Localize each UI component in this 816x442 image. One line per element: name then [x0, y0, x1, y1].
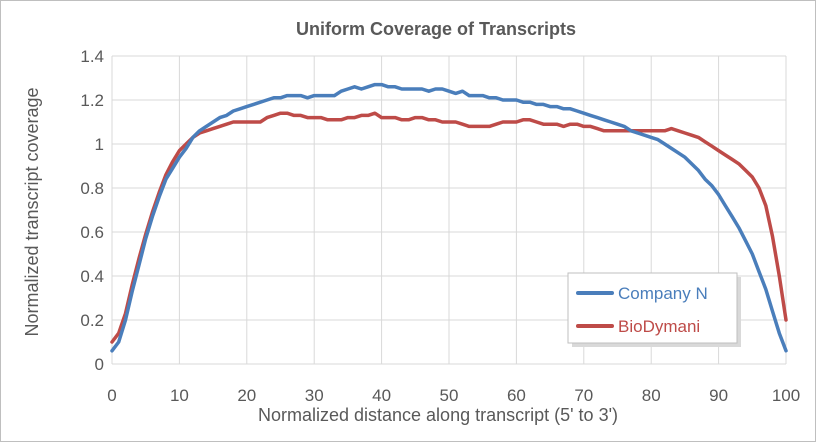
x-tick-label: 50 [440, 386, 459, 405]
x-axis-label: Normalized distance along transcript (5'… [258, 405, 618, 425]
y-axis-ticks: 0 0.2 0.4 0.6 0.8 1 1.2 1.4 [80, 47, 104, 374]
series-line-company-n [110, 82, 788, 353]
grid [111, 55, 787, 365]
x-tick-label: 60 [507, 386, 526, 405]
series-line-biodymani [110, 111, 788, 344]
x-tick-label: 80 [642, 386, 661, 405]
legend: Company N BioDymani [567, 272, 741, 347]
x-tick-label: 30 [305, 386, 324, 405]
x-tick-label: 20 [237, 386, 256, 405]
chart-title: Uniform Coverage of Transcripts [296, 19, 576, 39]
x-tick-label: 0 [107, 386, 116, 405]
legend-label-biodymani: BioDymani [618, 317, 700, 336]
legend-label-company-n: Company N [618, 284, 708, 303]
series-lines [110, 82, 788, 353]
x-tick-label: 90 [709, 386, 728, 405]
x-tick-label: 70 [574, 386, 593, 405]
y-tick-label: 0.4 [80, 267, 104, 286]
y-axis-label: Normalized transcript coverage [22, 87, 42, 336]
y-tick-label: 1.4 [80, 47, 104, 66]
y-tick-label: 1 [95, 135, 104, 154]
legend-box [567, 272, 738, 344]
x-axis-ticks: 0 10 20 30 40 50 60 70 80 90 100 [107, 386, 800, 405]
x-tick-label: 100 [772, 386, 800, 405]
y-tick-label: 0.8 [80, 179, 104, 198]
x-tick-label: 10 [170, 386, 189, 405]
y-tick-label: 0 [95, 355, 104, 374]
y-tick-label: 1.2 [80, 91, 104, 110]
x-tick-label: 40 [372, 386, 391, 405]
y-tick-label: 0.6 [80, 223, 104, 242]
y-tick-label: 0.2 [80, 311, 104, 330]
